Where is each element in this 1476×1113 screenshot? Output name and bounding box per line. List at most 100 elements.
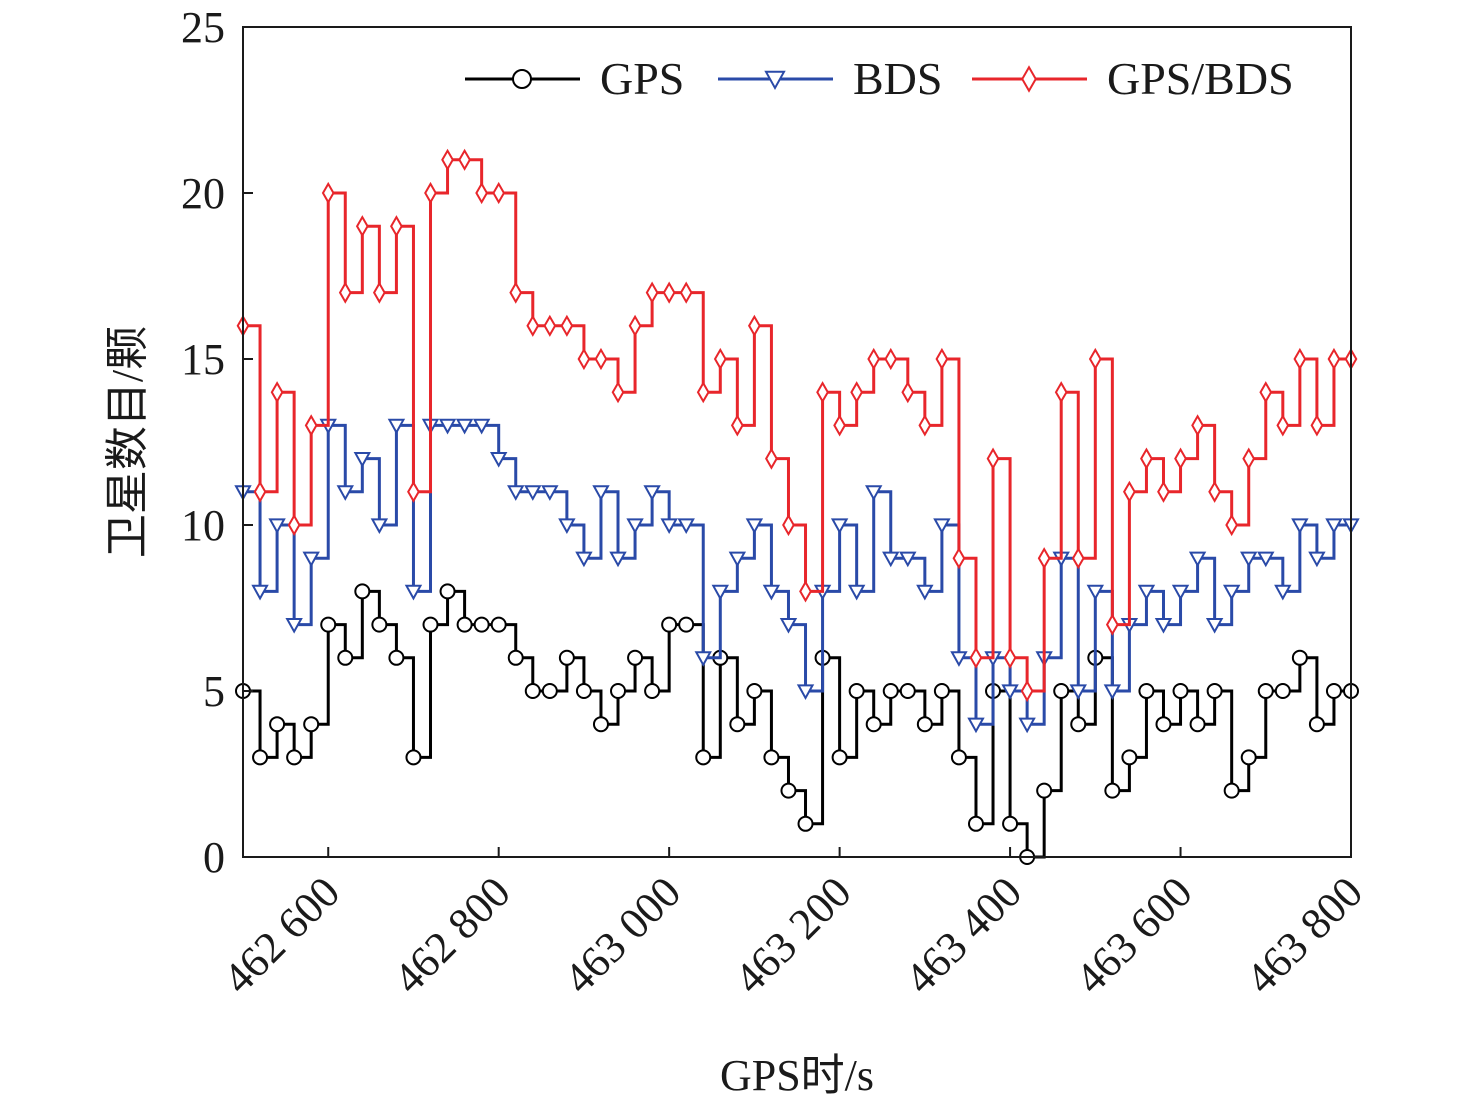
data-point-bds xyxy=(847,584,866,601)
data-point-gps xyxy=(899,683,916,699)
data-point-gps-bds xyxy=(287,513,301,537)
series-gps xyxy=(235,583,1359,865)
data-point-gps xyxy=(1138,683,1155,699)
data-point-bds xyxy=(1274,584,1292,601)
data-point-gps-bds xyxy=(577,347,591,371)
data-point-gps xyxy=(1104,782,1121,799)
data-point-gps xyxy=(865,716,882,733)
data-point-gps-bds xyxy=(1310,414,1324,437)
data-point-gps xyxy=(780,782,797,799)
data-point-gps-bds xyxy=(492,181,506,205)
data-point-gps xyxy=(252,749,269,766)
data-point-gps-bds xyxy=(1242,447,1256,470)
data-point-gps xyxy=(490,616,507,633)
data-point-gps xyxy=(558,649,575,666)
data-point-gps xyxy=(371,616,388,633)
data-point-gps-bds xyxy=(782,513,795,537)
data-point-bds xyxy=(882,551,900,568)
x-axis-label: GPS时/s xyxy=(720,1051,874,1100)
data-point-gps-bds xyxy=(543,314,557,337)
data-point-gps xyxy=(678,616,695,633)
data-point-bds xyxy=(677,518,695,535)
data-point-gps-bds xyxy=(696,381,710,404)
data-point-gps xyxy=(473,616,490,633)
data-point-gps xyxy=(1036,782,1053,799)
data-point-gps xyxy=(1155,716,1172,733)
data-point-bds xyxy=(592,485,610,501)
data-point-gps xyxy=(1223,782,1240,799)
data-point-gps-bds xyxy=(628,314,642,337)
data-point-gps xyxy=(1325,683,1342,699)
data-point-bds xyxy=(370,518,389,535)
data-point-bds xyxy=(899,551,917,568)
data-point-gps xyxy=(1070,716,1087,733)
data-point-gps-bds xyxy=(1293,347,1307,371)
data-point-gps xyxy=(1274,683,1291,699)
data-point-gps-bds xyxy=(833,414,847,437)
legend-label-gps-bds: GPS/BDS xyxy=(1107,53,1294,104)
data-point-bds xyxy=(950,651,968,667)
data-point-bds xyxy=(524,485,542,501)
data-point-bds xyxy=(353,452,372,468)
data-point-bds xyxy=(779,618,798,634)
plot-frame xyxy=(242,26,1352,858)
data-point-bds xyxy=(865,485,883,501)
y-tick-label: 20 xyxy=(181,169,225,218)
y-tick-label: 10 xyxy=(181,501,225,550)
data-point-gps-bds xyxy=(1054,381,1068,404)
data-point-gps-bds xyxy=(1208,480,1222,503)
data-point-gps xyxy=(627,649,644,666)
data-point-gps-bds xyxy=(730,414,744,437)
data-point-gps xyxy=(1308,716,1325,733)
data-point-bds xyxy=(541,485,559,501)
data-point-gps xyxy=(644,683,661,699)
data-point-gps-bds xyxy=(1003,646,1017,669)
series-line-bds xyxy=(243,423,1351,726)
data-point-gps xyxy=(388,649,405,666)
data-point-gps-bds xyxy=(1140,447,1153,470)
data-point-gps xyxy=(610,683,627,699)
data-point-gps-bds xyxy=(270,381,284,404)
data-point-bds xyxy=(1308,551,1326,568)
data-point-gps xyxy=(592,716,609,733)
data-point-gps-bds xyxy=(867,347,881,371)
data-point-gps xyxy=(1291,649,1308,666)
data-point-gps xyxy=(507,649,524,666)
data-point-bds xyxy=(1188,551,1207,568)
legend-label-gps: GPS xyxy=(600,53,684,104)
data-point-bds xyxy=(933,518,951,535)
data-point-gps-bds xyxy=(679,281,693,304)
legend-item-gps-bds: GPS/BDS xyxy=(972,53,1294,104)
data-point-gps xyxy=(1121,749,1138,766)
data-point-gps-bds xyxy=(560,314,574,337)
data-point-gps-bds xyxy=(304,414,318,437)
data-point-gps-bds xyxy=(1037,547,1051,570)
data-point-gps-bds xyxy=(986,447,1000,470)
data-point-gps-bds xyxy=(952,547,966,570)
y-tick-label: 0 xyxy=(203,833,225,882)
data-point-gps-bds xyxy=(1174,447,1187,470)
data-point-bds xyxy=(1103,684,1122,701)
data-point-gps xyxy=(269,716,286,733)
legend-label-bds: BDS xyxy=(853,53,942,104)
data-point-bds xyxy=(489,452,508,468)
data-point-bds xyxy=(1325,518,1343,535)
data-point-gps xyxy=(933,683,950,699)
data-point-gps xyxy=(746,683,763,699)
data-point-gps-bds xyxy=(1105,613,1119,636)
data-point-gps-bds xyxy=(355,215,369,238)
data-point-gps-bds xyxy=(611,381,625,404)
data-point-gps xyxy=(1240,749,1257,766)
data-point-bds xyxy=(1222,584,1241,601)
series-group xyxy=(234,148,1360,865)
data-point-gps-bds xyxy=(321,181,335,205)
data-point-bds xyxy=(916,584,934,601)
data-point-bds xyxy=(694,651,712,667)
data-point-bds xyxy=(285,618,303,634)
data-point-gps-bds xyxy=(884,347,898,371)
data-point-bds xyxy=(558,518,576,535)
data-point-bds xyxy=(387,418,406,435)
